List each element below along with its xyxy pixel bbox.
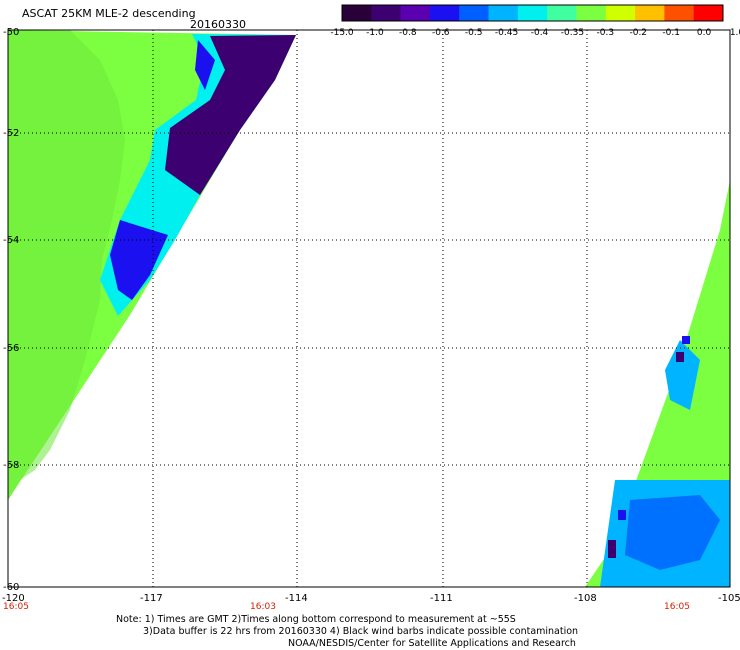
colorbar-swatch [459, 5, 490, 21]
y-label: -52 [3, 128, 19, 139]
y-label: -58 [3, 460, 19, 471]
y-label: -54 [3, 235, 19, 246]
x-label: -111 [430, 593, 453, 604]
colorbar-label: -15.0 [330, 28, 354, 38]
map-date: 20160330 [190, 18, 246, 31]
note-line-2: 3)Data buffer is 22 hrs from 20160330 4)… [143, 626, 579, 637]
y-axis-labels: -50 -52 -54 -56 -58 -60 [3, 27, 19, 593]
note-line-1: Note: 1) Times are GMT 2)Times along bot… [116, 614, 516, 625]
colorbar-swatch [429, 5, 460, 21]
colorbar-swatch [517, 5, 548, 21]
colorbar-label: -0.3 [597, 28, 615, 38]
colorbar-swatch [342, 5, 372, 21]
map-title: ASCAT 25KM MLE-2 descending [22, 7, 196, 20]
x-axis-labels: -120 -117 -114 -111 -108 -105 [2, 593, 740, 604]
colorbar-label: -0.8 [399, 28, 417, 38]
colorbar-label: -0.6 [432, 28, 450, 38]
colorbar-swatch [371, 5, 402, 21]
colorbar-label: -0.45 [495, 28, 518, 38]
time-label: 16:03 [250, 602, 276, 612]
colorbar-swatch [488, 5, 519, 21]
time-label: 16:05 [664, 602, 690, 612]
colorbar-label: -0.4 [531, 28, 549, 38]
colorbar-swatch [693, 5, 724, 21]
colorbar-label: -0.1 [662, 28, 680, 38]
swath-right [585, 180, 730, 587]
time-labels: 16:05 16:03 16:05 [3, 602, 690, 612]
colorbar-label: 1.0 [730, 28, 740, 38]
colorbar-label: -1.0 [366, 28, 384, 38]
x-label: -120 [2, 593, 25, 604]
colorbar-swatch [605, 5, 636, 21]
map-grid [8, 30, 730, 587]
x-label: -105 [718, 593, 740, 604]
map-frame [7, 29, 731, 588]
y-label: -60 [3, 582, 19, 593]
colorbar-label: -0.35 [561, 28, 584, 38]
colorbar-swatch [547, 5, 577, 21]
time-label: 16:05 [3, 602, 29, 612]
colorbar-swatch [400, 5, 431, 21]
colorbar-label: -0.2 [629, 28, 647, 38]
note-line-3: NOAA/NESDIS/Center for Satellite Applica… [288, 638, 576, 649]
colorbar-label: -0.5 [465, 28, 483, 38]
x-label: -117 [140, 593, 163, 604]
colorbar-swatch [664, 5, 695, 21]
y-label: -56 [3, 343, 19, 354]
colorbar-label: 0.0 [697, 28, 712, 38]
y-label: -50 [3, 27, 19, 38]
x-label: -114 [285, 593, 308, 604]
colorbar-swatch [576, 5, 607, 21]
x-label: -108 [574, 593, 597, 604]
colorbar: -15.0 -1.0 -0.8 -0.6 -0.5 -0.45 -0.4 -0.35 -0.3 -… [330, 4, 740, 38]
colorbar-swatch [635, 5, 665, 21]
swath-left [8, 30, 296, 500]
